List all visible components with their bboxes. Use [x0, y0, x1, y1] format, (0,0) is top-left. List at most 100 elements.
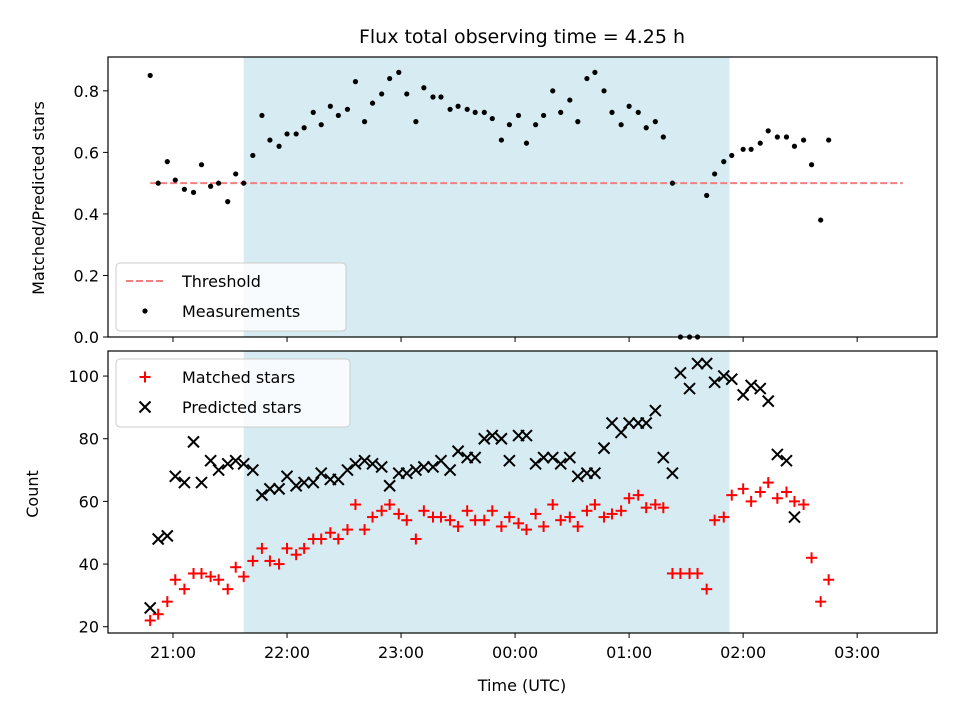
data-point-plus [623, 492, 635, 504]
data-point-x [605, 416, 619, 430]
data-point-plus [152, 608, 164, 620]
data-point-x [691, 357, 704, 370]
data-point-plus [401, 514, 413, 526]
data-point-plus [780, 486, 792, 498]
data-point-plus [598, 511, 610, 523]
data-point-plus [410, 533, 422, 545]
y-tick-label: 80 [79, 430, 99, 449]
data-point-x [840, 684, 851, 695]
data-point-dot [740, 146, 746, 152]
data-point-x [798, 684, 809, 695]
data-point-x [187, 435, 200, 449]
data-point-x [674, 366, 687, 380]
data-point-x [400, 466, 413, 480]
data-point-x [495, 432, 508, 445]
data-point-x [815, 684, 826, 695]
data-point-dot [489, 115, 495, 122]
data-point-plus [444, 514, 456, 526]
data-point-plus [230, 561, 242, 573]
data-point-x [649, 404, 662, 417]
data-point-x [700, 357, 713, 370]
data-point-dot [250, 152, 256, 159]
data-point-x [849, 684, 860, 695]
data-point-x [143, 601, 157, 615]
data-point-x [657, 451, 670, 464]
data-point-x [358, 454, 371, 467]
data-point-x [349, 457, 362, 471]
data-point-x [806, 684, 817, 695]
data-point-dot [800, 137, 807, 143]
data-point-plus [435, 511, 447, 523]
data-point-x [434, 454, 448, 467]
data-point-x [169, 470, 182, 483]
data-point-dot [147, 72, 153, 79]
y-tick-label: 0.4 [74, 205, 99, 224]
data-point-dot [575, 119, 581, 125]
data-point-x [780, 454, 793, 467]
data-point-plus [606, 508, 618, 520]
data-point-dot [618, 122, 624, 128]
data-point-plus [332, 533, 344, 545]
data-point-x [289, 479, 303, 492]
legend-label: Matched stars [182, 368, 295, 387]
data-point-x [246, 463, 260, 477]
data-point-dot [369, 100, 376, 106]
data-point-dot [327, 103, 333, 109]
data-point-x [597, 441, 611, 455]
data-point-plus [205, 571, 217, 583]
data-point-plus [754, 486, 766, 498]
data-point-dot [515, 112, 522, 119]
data-point-x [554, 457, 567, 471]
data-point-plus [196, 567, 208, 579]
data-point-dot [276, 143, 282, 149]
data-point-plus [324, 527, 336, 539]
legend-label: Measurements [182, 302, 300, 321]
data-point-plus [737, 483, 749, 495]
data-point-plus [657, 502, 669, 514]
data-point-plus [393, 508, 405, 520]
data-point-x [237, 457, 250, 471]
data-point-x [529, 457, 542, 471]
data-point-plus [513, 517, 525, 529]
data-point-dot [318, 122, 324, 128]
x-tick-label: 02:00 [720, 643, 766, 662]
data-point-x [443, 463, 457, 477]
data-point-plus [359, 524, 371, 536]
x-tick-label: 03:00 [834, 643, 880, 662]
data-point-x [614, 426, 628, 439]
data-point-plus [632, 489, 644, 501]
data-point-dot [791, 143, 798, 149]
data-point-x [178, 476, 191, 489]
data-point-dot [233, 171, 239, 177]
data-point-dot [344, 106, 351, 112]
data-point-plus [349, 499, 361, 511]
data-point-dot [438, 94, 444, 100]
x-tick-label: 21:00 [150, 643, 196, 662]
data-point-dot [455, 103, 461, 109]
data-point-plus [718, 511, 730, 523]
data-point-plus [806, 552, 818, 564]
data-point-dot [584, 75, 590, 82]
data-point-dot [729, 152, 735, 159]
data-point-dot [413, 119, 419, 125]
data-point-plus [298, 542, 310, 554]
y-tick-label: 20 [79, 618, 99, 637]
data-point-x [426, 460, 440, 474]
data-point-x [383, 479, 396, 492]
data-point-x [307, 476, 320, 489]
data-point-dot [826, 137, 832, 143]
data-point-dot [284, 131, 290, 137]
data-point-x [762, 394, 775, 408]
x-tick-label: 01:00 [606, 643, 652, 662]
data-point-plus [762, 477, 774, 489]
data-point-dot [293, 131, 299, 137]
data-point-x [622, 416, 636, 430]
data-point-plus [315, 533, 327, 545]
bottom-y-axis-label: Count [23, 470, 42, 518]
data-point-plus [384, 499, 396, 511]
data-point-x [546, 451, 559, 464]
data-point-x [823, 684, 834, 695]
data-point-plus [547, 499, 559, 511]
data-point-dot [430, 94, 436, 100]
y-tick-label: 100 [68, 367, 99, 386]
